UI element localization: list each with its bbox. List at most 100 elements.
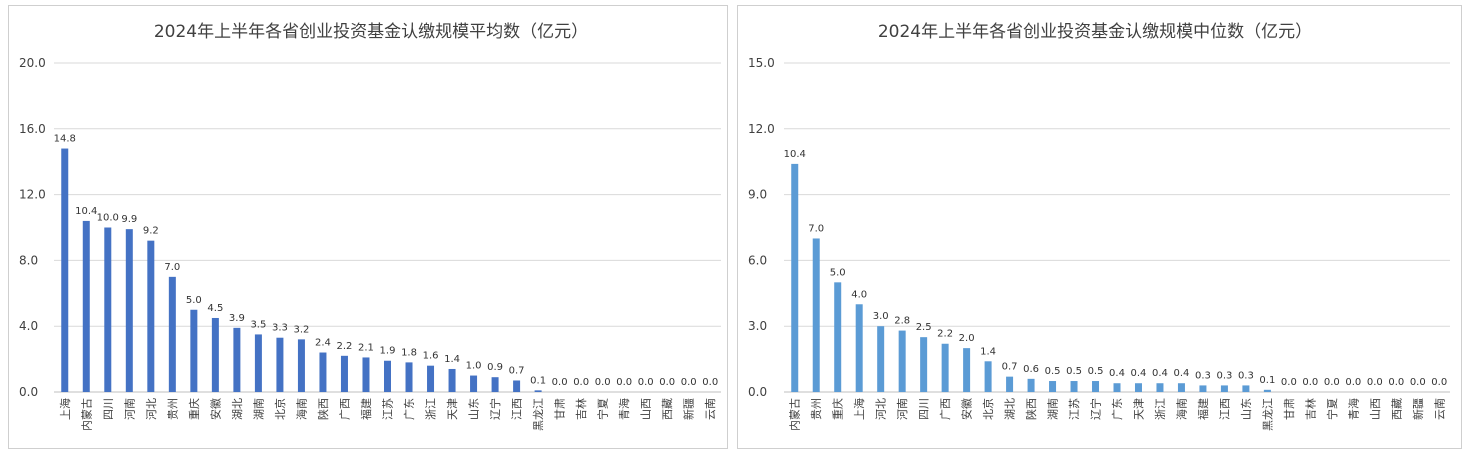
median-data-label: 1.4 xyxy=(980,346,996,357)
median-category-label: 重庆 xyxy=(831,398,845,420)
median-category-label: 贵州 xyxy=(810,398,823,420)
average-bar xyxy=(491,377,499,392)
median-data-label: 2.5 xyxy=(916,322,932,333)
average-data-label: 2.4 xyxy=(315,338,331,349)
median-bar xyxy=(920,337,928,392)
median-data-label: 0.4 xyxy=(1131,368,1147,379)
median-category-label: 安徽 xyxy=(960,398,974,420)
median-data-label: 0.0 xyxy=(1345,377,1361,388)
average-data-label: 14.8 xyxy=(54,134,76,145)
median-category-label: 辽宁 xyxy=(1089,398,1103,420)
median-data-label: 0.0 xyxy=(1367,377,1383,388)
median-category-label: 四川 xyxy=(918,398,931,420)
average-category-label: 内蒙古 xyxy=(79,398,93,431)
average-data-label: 9.9 xyxy=(121,214,137,225)
average-bar-chart: 2024年上半年各省创业投资基金认缴规模平均数（亿元） 0.0 4.0 8.0 12.0… xyxy=(19,22,721,431)
average-data-label: 0.1 xyxy=(530,375,546,386)
median-data-label: 2.0 xyxy=(959,333,975,344)
average-data-label: 3.5 xyxy=(250,319,266,330)
median-bar xyxy=(791,163,799,392)
average-category-label: 山西 xyxy=(640,398,653,420)
median-category-label: 山西 xyxy=(1369,398,1382,420)
average-y-tick-label: 20.0 xyxy=(19,56,46,70)
median-category-label: 山东 xyxy=(1240,398,1253,420)
median-bar xyxy=(1113,383,1121,392)
average-bar xyxy=(147,240,155,392)
average-category-label: 海南 xyxy=(294,398,308,420)
average-category-label: 云南 xyxy=(704,398,717,420)
average-bar xyxy=(427,365,435,392)
median-bar xyxy=(1263,389,1271,392)
average-bar xyxy=(61,148,69,392)
median-category-label: 宁夏 xyxy=(1325,398,1339,420)
average-bar xyxy=(405,362,413,392)
average-data-label: 1.9 xyxy=(380,346,396,357)
median-data-label: 0.3 xyxy=(1216,370,1232,381)
average-bar xyxy=(82,220,90,392)
median-bar xyxy=(984,361,992,392)
median-category-label: 陕西 xyxy=(1024,398,1038,420)
average-category-label: 天津 xyxy=(446,398,459,420)
median-bar xyxy=(1006,376,1014,392)
average-data-label: 3.3 xyxy=(272,323,288,334)
average-bar xyxy=(233,327,241,392)
average-data-label: 0.0 xyxy=(616,377,632,388)
average-bar xyxy=(104,227,112,392)
median-data-label: 5.0 xyxy=(830,267,846,278)
median-category-label: 湖北 xyxy=(1004,398,1017,420)
median-category-label: 广东 xyxy=(1111,398,1124,420)
median-data-label: 0.1 xyxy=(1259,375,1275,386)
average-category-label: 江苏 xyxy=(382,398,395,420)
average-bar xyxy=(362,357,370,392)
median-category-label: 新疆 xyxy=(1411,398,1425,420)
average-category-label: 新疆 xyxy=(682,398,696,420)
average-data-label: 7.0 xyxy=(164,262,180,273)
median-data-label: 0.0 xyxy=(1302,377,1318,388)
average-bar xyxy=(297,339,305,392)
average-bar xyxy=(254,334,262,392)
median-data-label: 0.0 xyxy=(1281,377,1297,388)
chart-panel-median: 2024年上半年各省创业投资基金认缴规模中位数（亿元） 0.0 3.0 6.0 9.0 1… xyxy=(737,5,1462,449)
median-bar xyxy=(1177,383,1185,392)
median-data-label: 0.3 xyxy=(1238,370,1254,381)
average-bar xyxy=(470,375,478,392)
average-data-label: 5.0 xyxy=(186,295,202,306)
average-bar xyxy=(319,352,327,392)
median-y-tick-label: 9.0 xyxy=(748,188,767,202)
average-category-label: 黑龙江 xyxy=(532,398,545,431)
average-category-label: 西藏 xyxy=(661,398,674,420)
median-data-label: 2.8 xyxy=(894,316,910,327)
average-data-label: 0.0 xyxy=(573,377,589,388)
average-data-label: 0.0 xyxy=(702,377,718,388)
median-category-label: 西藏 xyxy=(1390,398,1403,420)
average-category-label: 山东 xyxy=(468,398,481,420)
median-bar xyxy=(963,348,971,392)
median-category-label: 吉林 xyxy=(1303,398,1317,420)
median-bar xyxy=(1156,383,1164,392)
median-data-label: 0.5 xyxy=(1066,366,1082,377)
median-category-label: 江西 xyxy=(1218,398,1231,420)
median-data-label: 0.3 xyxy=(1195,370,1211,381)
average-bar xyxy=(125,229,133,392)
median-category-label: 黑龙江 xyxy=(1261,398,1274,431)
median-bar xyxy=(941,343,949,392)
average-data-label: 2.2 xyxy=(337,341,353,352)
median-category-label: 云南 xyxy=(1433,398,1446,420)
average-data-label: 0.0 xyxy=(638,377,654,388)
average-y-tick-label: 16.0 xyxy=(19,122,46,136)
median-category-label: 天津 xyxy=(1132,398,1145,420)
median-category-label: 湖南 xyxy=(1047,398,1060,420)
median-category-label: 江苏 xyxy=(1068,398,1081,420)
average-bar xyxy=(211,317,219,392)
average-y-tick-label: 8.0 xyxy=(19,253,38,267)
median-bar-chart: 2024年上半年各省创业投资基金认缴规模中位数（亿元） 0.0 3.0 6.0 9.0 1… xyxy=(748,22,1450,431)
median-category-label: 广西 xyxy=(939,398,952,420)
average-data-label: 9.2 xyxy=(143,226,159,237)
median-y-tick-label: 12.0 xyxy=(748,122,775,136)
median-data-label: 3.0 xyxy=(873,311,889,322)
median-bar xyxy=(1134,383,1142,392)
average-data-label: 0.0 xyxy=(552,377,568,388)
average-category-label: 甘肃 xyxy=(554,398,567,420)
median-y-tick-label: 15.0 xyxy=(748,56,775,70)
median-category-label: 北京 xyxy=(981,398,995,420)
